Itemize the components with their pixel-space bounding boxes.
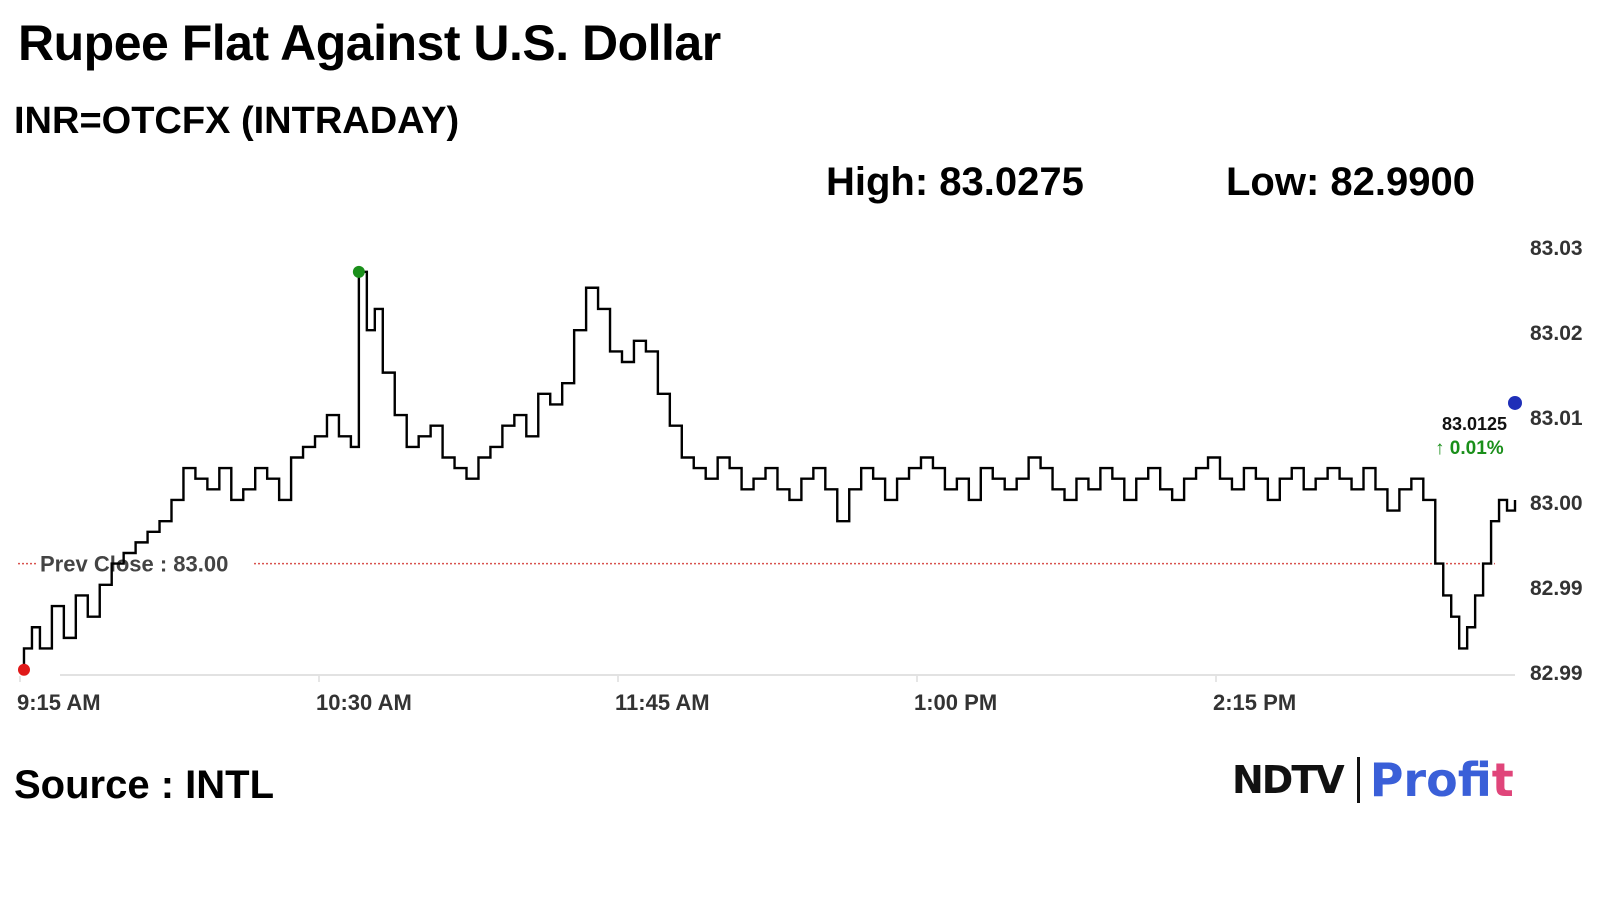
x-tick-label: 11:45 AM [615, 690, 710, 715]
y-tick-label: 83.03 [1530, 237, 1583, 260]
y-tick-label: 83.01 [1530, 407, 1583, 430]
x-axis: 9:15 AM 10:30 AM 11:45 AM 1:00 PM 2:15 PM [17, 676, 1296, 715]
high-stat: High: 83.0275 [826, 160, 1084, 204]
low-stat: Low: 82.9900 [1226, 160, 1476, 204]
source-note: Source : INTL [14, 763, 275, 807]
logo-divider [1356, 757, 1360, 803]
x-tick-label: 9:15 AM [17, 690, 101, 715]
low-marker [17, 663, 30, 676]
logo-ndtv-text: NDTV [1232, 758, 1345, 802]
last-price-marker [1508, 395, 1522, 410]
x-tick-label: 10:30 AM [316, 690, 412, 715]
y-axis: 83.03 83.02 83.01 83.00 82.99 82.99 [1530, 237, 1583, 685]
x-tick-label: 1:00 PM [914, 690, 997, 715]
y-tick-label: 82.99 [1530, 662, 1583, 685]
y-tick-label: 83.02 [1530, 322, 1583, 345]
prev-close-label-bg [36, 549, 254, 578]
prev-close-label: Prev Close : 83.00 [40, 552, 228, 577]
logo-profit-text: Profit [1369, 753, 1514, 807]
change-percent-label: ↑ 0.01% [1435, 438, 1504, 459]
y-tick-label: 83.00 [1530, 492, 1583, 515]
high-marker [352, 265, 365, 278]
y-tick-label: 82.99 [1530, 577, 1583, 600]
price-series-line [20, 270, 1517, 671]
last-price-label: 83.0125 [1442, 414, 1507, 434]
chart-title: Rupee Flat Against U.S. Dollar [18, 15, 721, 71]
intraday-chart: 83.03 83.02 83.01 83.00 82.99 82.99 9:15 AM 10… [17, 237, 1583, 715]
ndtv-profit-logo: NDTV Profit [1232, 752, 1514, 808]
chart-subtitle: INR=OTCFX (INTRADAY) [14, 100, 460, 142]
x-tick-label: 2:15 PM [1213, 690, 1296, 715]
